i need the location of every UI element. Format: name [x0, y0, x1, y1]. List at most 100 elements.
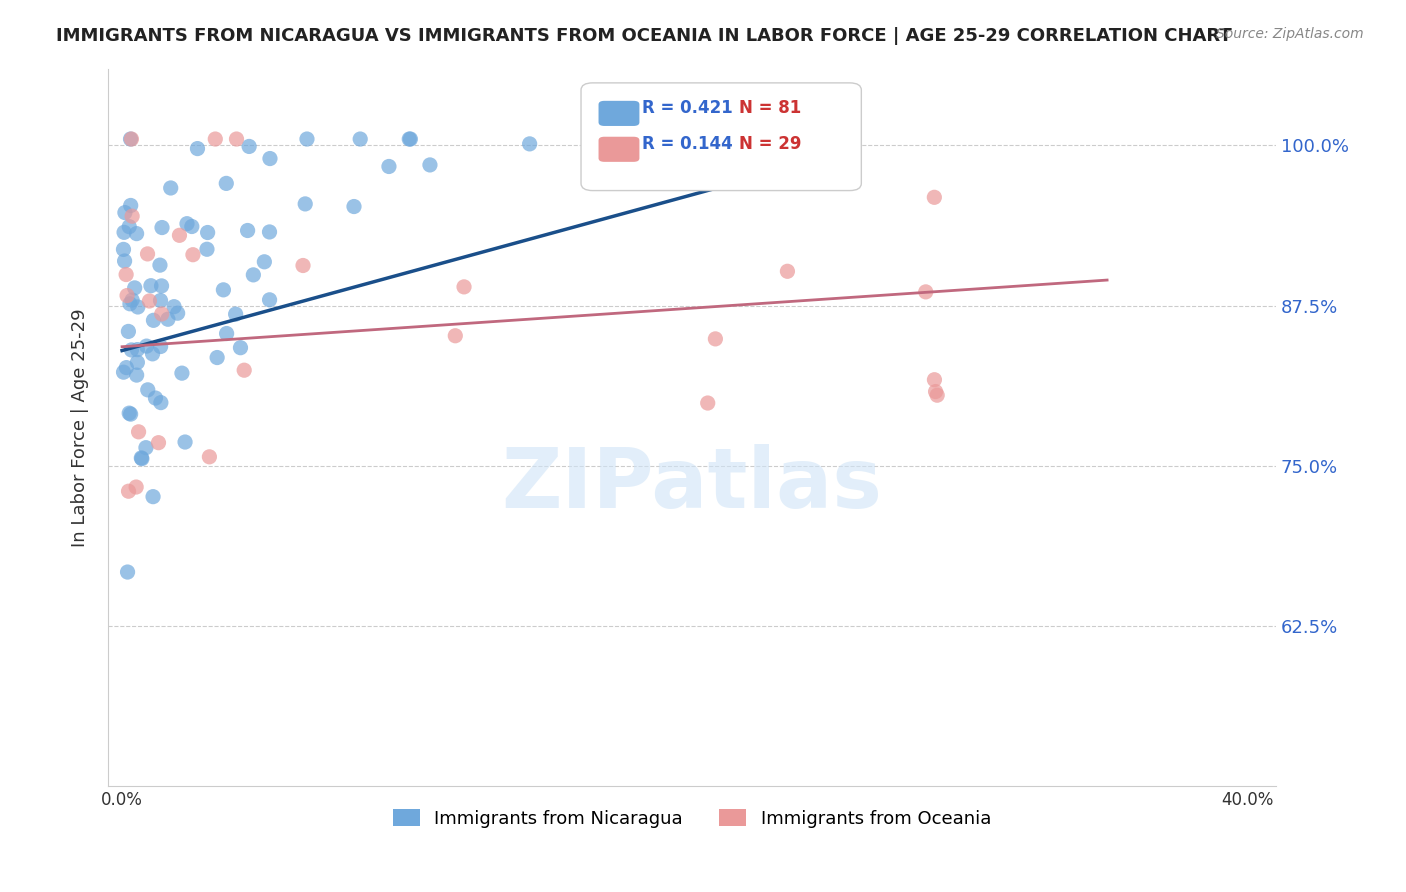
Nicaragua: [125, 227, 148, 241]
Nicaragua: [112, 225, 135, 239]
Nicaragua: [176, 217, 198, 231]
Text: ZIPatlas: ZIPatlas: [502, 444, 883, 525]
Nicaragua: [159, 181, 181, 195]
Nicaragua: [259, 293, 281, 307]
Oceania: [444, 328, 467, 343]
Nicaragua: [238, 139, 260, 153]
Nicaragua: [149, 395, 172, 409]
Oceania: [776, 264, 799, 278]
Nicaragua: [666, 132, 689, 146]
Nicaragua: [150, 279, 173, 293]
Nicaragua: [125, 368, 148, 382]
Nicaragua: [695, 132, 717, 146]
Nicaragua: [145, 391, 167, 405]
Nicaragua: [638, 132, 661, 146]
Oceania: [136, 247, 159, 261]
Nicaragua: [398, 132, 420, 146]
Oceania: [453, 280, 475, 294]
Nicaragua: [117, 325, 139, 339]
Nicaragua: [142, 313, 165, 327]
Text: IMMIGRANTS FROM NICARAGUA VS IMMIGRANTS FROM OCEANIA IN LABOR FORCE | AGE 25-29 : IMMIGRANTS FROM NICARAGUA VS IMMIGRANTS …: [56, 27, 1232, 45]
Oceania: [148, 435, 170, 450]
Nicaragua: [236, 223, 259, 237]
FancyBboxPatch shape: [581, 83, 862, 191]
Nicaragua: [195, 242, 218, 256]
Nicaragua: [149, 339, 172, 353]
Oceania: [198, 450, 221, 464]
Text: N = 81: N = 81: [738, 99, 801, 117]
Nicaragua: [115, 360, 138, 375]
Nicaragua: [624, 132, 647, 146]
Oceania: [120, 132, 142, 146]
Nicaragua: [118, 219, 141, 234]
Oceania: [115, 288, 138, 302]
Nicaragua: [131, 451, 153, 466]
Oceania: [823, 132, 845, 146]
Nicaragua: [180, 219, 202, 234]
Oceania: [204, 132, 226, 146]
Nicaragua: [127, 300, 149, 314]
Nicaragua: [166, 306, 188, 320]
Nicaragua: [112, 243, 135, 257]
Nicaragua: [142, 490, 165, 504]
Nicaragua: [294, 197, 316, 211]
Oceania: [914, 285, 936, 299]
Text: N = 29: N = 29: [738, 135, 801, 153]
Nicaragua: [127, 343, 149, 357]
Nicaragua: [378, 160, 401, 174]
Text: Source: ZipAtlas.com: Source: ZipAtlas.com: [1216, 27, 1364, 41]
Oceania: [169, 228, 191, 243]
Oceania: [225, 132, 247, 146]
Nicaragua: [343, 200, 366, 214]
Oceania: [696, 396, 718, 410]
Nicaragua: [120, 407, 142, 421]
Nicaragua: [212, 283, 235, 297]
Nicaragua: [703, 132, 725, 146]
Nicaragua: [725, 132, 748, 146]
Legend: Immigrants from Nicaragua, Immigrants from Oceania: Immigrants from Nicaragua, Immigrants fr…: [385, 802, 998, 835]
Oceania: [927, 388, 949, 402]
Nicaragua: [120, 198, 142, 212]
Nicaragua: [114, 205, 136, 219]
Nicaragua: [149, 293, 172, 308]
Nicaragua: [114, 254, 136, 268]
Oceania: [121, 209, 143, 223]
Oceania: [924, 190, 946, 204]
FancyBboxPatch shape: [599, 101, 640, 126]
Nicaragua: [399, 132, 422, 146]
Nicaragua: [163, 300, 186, 314]
Oceania: [128, 425, 150, 439]
Nicaragua: [806, 132, 828, 146]
Oceania: [150, 307, 173, 321]
Oceania: [233, 363, 256, 377]
Oceania: [117, 484, 139, 499]
Y-axis label: In Labor Force | Age 25-29: In Labor Force | Age 25-29: [72, 309, 89, 547]
Text: R = 0.144: R = 0.144: [641, 135, 733, 153]
Nicaragua: [121, 343, 143, 357]
Nicaragua: [259, 152, 281, 166]
Nicaragua: [259, 225, 281, 239]
Nicaragua: [112, 365, 135, 379]
Nicaragua: [150, 220, 173, 235]
Nicaragua: [135, 441, 157, 455]
Nicaragua: [215, 177, 238, 191]
Oceania: [292, 259, 315, 273]
Nicaragua: [131, 450, 153, 465]
Nicaragua: [141, 347, 163, 361]
Nicaragua: [215, 326, 238, 341]
Nicaragua: [225, 307, 247, 321]
Nicaragua: [174, 435, 197, 450]
Text: R = 0.421: R = 0.421: [641, 99, 733, 117]
Nicaragua: [139, 278, 162, 293]
Nicaragua: [295, 132, 318, 146]
Nicaragua: [135, 339, 157, 353]
Oceania: [704, 332, 727, 346]
Nicaragua: [349, 132, 371, 146]
Nicaragua: [253, 254, 276, 268]
Nicaragua: [117, 565, 139, 579]
Nicaragua: [186, 142, 208, 156]
Nicaragua: [121, 293, 143, 307]
Nicaragua: [519, 136, 541, 151]
Nicaragua: [229, 341, 252, 355]
Nicaragua: [149, 258, 172, 272]
